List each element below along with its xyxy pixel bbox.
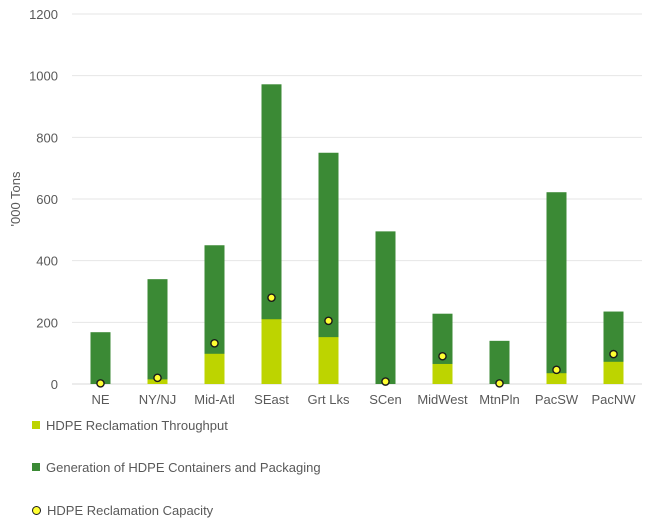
- legend-item-generation: Generation of HDPE Containers and Packag…: [32, 458, 321, 476]
- legend-swatch-throughput: [32, 421, 40, 429]
- capacity-marker: [324, 316, 333, 326]
- bar-generation: [318, 152, 339, 384]
- y-tick-label: 600: [36, 192, 58, 207]
- bar-generation: [546, 192, 567, 384]
- y-tick-label: 1000: [29, 69, 58, 84]
- bar-generation: [489, 340, 510, 384]
- legend-item-capacity: HDPE Reclamation Capacity: [32, 501, 213, 519]
- x-tick-label: MidWest: [417, 392, 468, 407]
- y-tick-label: 800: [36, 130, 58, 145]
- y-tick-label: 200: [36, 315, 58, 330]
- bar-generation: [90, 332, 111, 384]
- capacity-marker: [438, 351, 447, 361]
- capacity-marker: [210, 338, 219, 348]
- legend-label-capacity: HDPE Reclamation Capacity: [47, 502, 214, 518]
- capacity-marker: [609, 349, 618, 359]
- legend-label-generation: Generation of HDPE Containers and Packag…: [46, 459, 321, 475]
- y-tick-label: 400: [36, 254, 58, 269]
- bar-generation: [261, 84, 282, 385]
- capacity-marker: [153, 373, 162, 383]
- legend-swatch-capacity: [32, 505, 41, 515]
- x-tick-label: PacSW: [535, 392, 579, 407]
- bar-throughput: [603, 361, 624, 384]
- bar-generation: [204, 245, 225, 384]
- capacity-marker: [96, 379, 105, 388]
- x-tick-label: MtnPln: [479, 392, 519, 407]
- capacity-marker: [495, 379, 504, 388]
- y-axis-title: '000 Tons: [8, 171, 23, 227]
- legend-item-throughput: HDPE Reclamation Throughput: [32, 416, 228, 434]
- x-tick-label: NY/NJ: [139, 392, 177, 407]
- x-tick-label: Grt Lks: [308, 392, 350, 407]
- bar-throughput: [261, 319, 282, 384]
- capacity-marker: [381, 377, 390, 386]
- x-tick-label: PacNW: [591, 392, 636, 407]
- x-tick-label: SCen: [369, 392, 402, 407]
- capacity-marker: [552, 365, 561, 375]
- legend-swatch-generation: [32, 463, 40, 471]
- bar-throughput: [546, 373, 567, 384]
- y-tick-label: 0: [51, 377, 58, 392]
- capacity-marker: [267, 293, 276, 302]
- x-tick-label: Mid-Atl: [194, 392, 235, 407]
- x-tick-label: SEast: [254, 392, 289, 407]
- bar-throughput: [204, 353, 225, 384]
- bar-throughput: [432, 363, 453, 384]
- x-tick-label: NE: [91, 392, 109, 407]
- legend-label-throughput: HDPE Reclamation Throughput: [46, 417, 228, 433]
- bar-generation: [375, 231, 396, 384]
- bar-throughput: [318, 337, 339, 384]
- y-tick-label: 1200: [29, 7, 58, 22]
- bar-generation: [147, 279, 168, 384]
